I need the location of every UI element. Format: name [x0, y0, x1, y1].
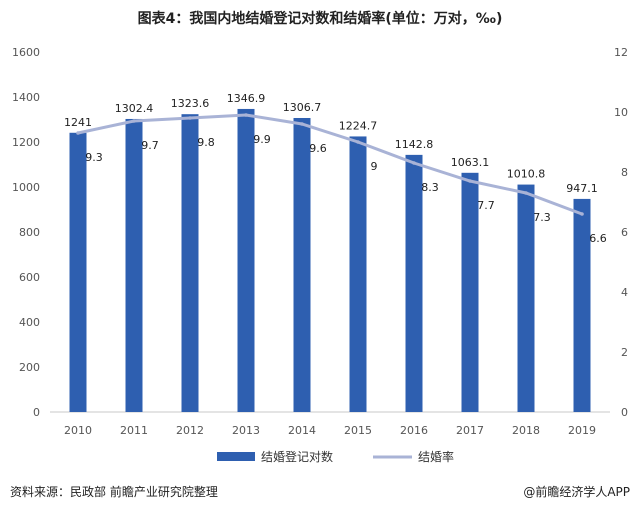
- rate-point: [412, 161, 416, 165]
- y-left-tick-label: 0: [33, 406, 40, 419]
- legend-label-bar: 结婚登记对数: [261, 449, 333, 464]
- bar-data-label: 1346.9: [227, 92, 266, 105]
- rate-point: [244, 113, 248, 117]
- x-tick-label: 2019: [568, 424, 596, 437]
- y-right-tick-label: 12: [614, 46, 628, 59]
- bar-data-label: 1323.6: [171, 97, 210, 110]
- rate-point: [132, 119, 136, 123]
- x-tick-label: 2017: [456, 424, 484, 437]
- y-left-tick-label: 1200: [12, 136, 40, 149]
- bar: [293, 117, 311, 413]
- x-tick-label: 2010: [64, 424, 92, 437]
- y-left-tick-label: 600: [19, 271, 40, 284]
- chart-title: 图表4：我国内地结婚登记对数和结婚率(单位：万对，‰): [137, 11, 503, 27]
- x-tick-label: 2013: [232, 424, 260, 437]
- bar: [461, 172, 479, 412]
- rate-line: [77, 113, 583, 216]
- y-left-tick-label: 1400: [12, 91, 40, 104]
- y-left-tick-label: 1600: [12, 46, 40, 59]
- y-right-tick-label: 10: [614, 106, 628, 119]
- legend-swatch-bar: [217, 452, 255, 461]
- x-tick-label: 2012: [176, 424, 204, 437]
- source-note: 资料来源：民政部 前瞻产业研究院整理: [10, 485, 218, 499]
- x-tick-label: 2016: [400, 424, 428, 437]
- rate-data-label: 9.6: [309, 142, 327, 155]
- x-tick-label: 2018: [512, 424, 540, 437]
- rate-data-label: 9: [371, 160, 378, 173]
- rate-data-label: 9.3: [85, 151, 103, 164]
- bar: [573, 198, 591, 412]
- y-left-tick-label: 200: [19, 361, 40, 374]
- rate-data-label: 7.7: [477, 199, 495, 212]
- bar: [125, 118, 143, 413]
- bar-data-label: 1302.4: [115, 102, 154, 115]
- y-right-tick-label: 2: [621, 346, 628, 359]
- x-tick-label: 2014: [288, 424, 316, 437]
- y-right-tick-label: 0: [621, 406, 628, 419]
- bar-data-label: 1142.8: [395, 138, 434, 151]
- rate-point: [188, 116, 192, 120]
- bar: [349, 136, 367, 412]
- bar: [181, 114, 199, 412]
- y-right-tick-label: 8: [621, 166, 628, 179]
- bar-data-label: 1241: [64, 116, 92, 129]
- bar: [237, 108, 255, 412]
- rate-data-label: 6.6: [589, 232, 607, 245]
- bar-data-label: 1063.1: [451, 156, 490, 169]
- rate-point: [580, 212, 584, 216]
- rate-data-label: 9.8: [197, 136, 215, 149]
- bar-data-label: 1306.7: [283, 101, 322, 114]
- bar: [69, 132, 87, 412]
- rate-data-label: 7.3: [533, 211, 551, 224]
- rate-point: [468, 179, 472, 183]
- y-right-tick-label: 6: [621, 226, 628, 239]
- rate-data-label: 9.7: [141, 139, 159, 152]
- y-right-tick-label: 4: [621, 286, 628, 299]
- app-mark: @前瞻经济学人APP: [523, 485, 630, 499]
- rate-point: [76, 131, 80, 135]
- bar: [405, 154, 423, 412]
- legend-label-line: 结婚率: [418, 449, 454, 464]
- rate-point: [356, 140, 360, 144]
- x-tick-label: 2015: [344, 424, 372, 437]
- bar: [517, 184, 535, 412]
- rate-point: [524, 191, 528, 195]
- x-tick-label: 2011: [120, 424, 148, 437]
- rate-data-label: 8.3: [421, 181, 439, 194]
- bar-data-label: 1224.7: [339, 119, 378, 132]
- bar-data-label: 947.1: [566, 182, 598, 195]
- y-left-tick-label: 800: [19, 226, 40, 239]
- rate-point: [300, 122, 304, 126]
- rate-data-label: 9.9: [253, 133, 271, 146]
- y-left-tick-label: 1000: [12, 181, 40, 194]
- y-left-tick-label: 400: [19, 316, 40, 329]
- bar-data-label: 1010.8: [507, 168, 546, 181]
